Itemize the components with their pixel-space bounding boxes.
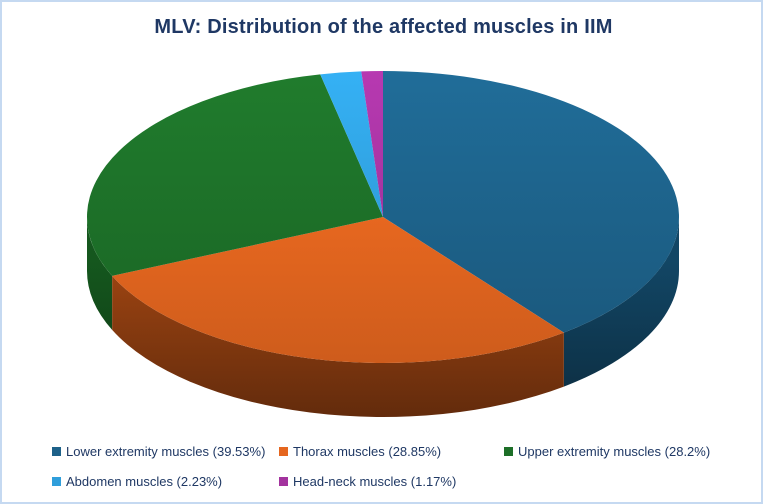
legend-label-head-neck: Head-neck muscles (1.17%) [293,474,457,489]
pie-slice-top-3 [320,71,383,217]
legend-label-abdomen: Abdomen muscles (2.23%) [66,474,223,489]
legend-marker-upper-extremity [504,447,513,456]
pie-slice-top-2 [87,74,384,276]
legend-item-lower-extremity: Lower extremity muscles (39.53%) [52,444,265,459]
legend-item-head-neck: Head-neck muscles (1.17%) [279,474,456,489]
legend-marker-thorax [279,447,288,456]
legend-label-upper-extremity: Upper extremity muscles (28.2%) [518,444,711,459]
legend-label-lower-extremity: Lower extremity muscles (39.53%) [66,444,266,459]
pie-slice-top-4 [361,71,383,217]
legend-item-thorax: Thorax muscles (28.85%) [279,444,441,459]
legend-marker-lower-extremity [52,447,61,456]
legend-marker-head-neck [279,477,288,486]
legend-item-abdomen: Abdomen muscles (2.23%) [52,474,222,489]
pie-slice-side-2 [87,217,113,330]
legend-item-upper-extremity: Upper extremity muscles (28.2%) [504,444,710,459]
chart-title: MLV: Distribution of the affected muscle… [154,16,613,38]
pie-slice-side-0 [563,217,679,387]
pie-slice-side-1 [112,275,564,417]
legend-marker-abdomen [52,477,61,486]
pie-slice-top-0 [383,71,679,333]
pie-slice-top-1 [112,217,564,364]
legend-label-thorax: Thorax muscles (28.85%) [293,444,442,459]
